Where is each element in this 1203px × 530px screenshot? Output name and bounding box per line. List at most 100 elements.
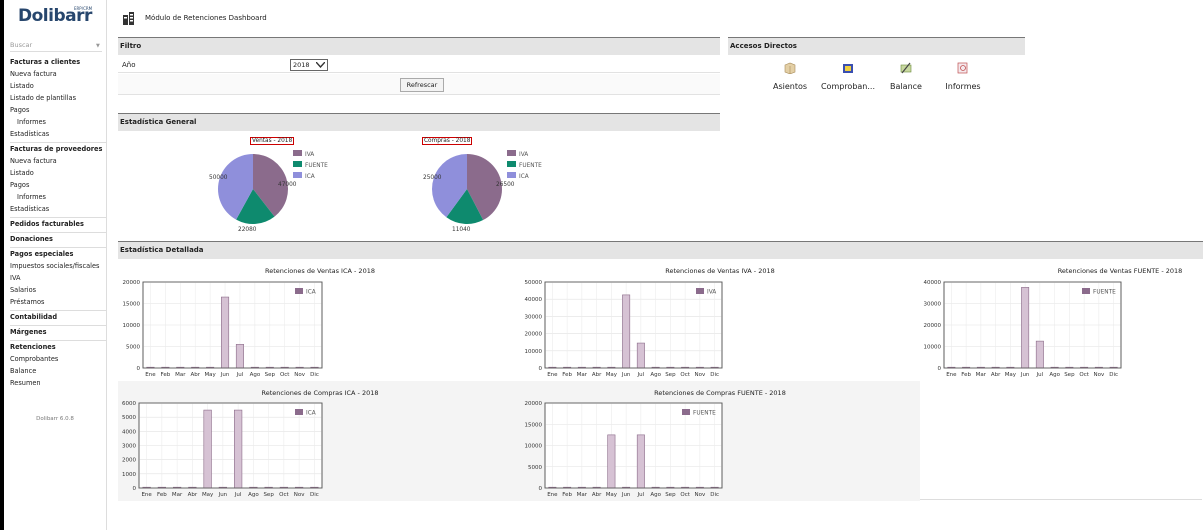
x-tick-label: Oct [1079, 372, 1089, 378]
legend-label: IVA [519, 152, 528, 158]
menu-section-22[interactable]: Retenciones [10, 340, 106, 353]
shortcut-asientos[interactable]: Asientos [760, 62, 820, 91]
pie-slice-fuente [446, 189, 484, 225]
menu-section-0[interactable]: Facturas a clientes [10, 58, 81, 66]
sidebar-menu: Facturas a clientes Nueva factura Listado L… [10, 56, 106, 389]
y-tick-label: 40000 [525, 297, 543, 303]
menu-item-24[interactable]: Balance [10, 367, 37, 375]
menu-item-9[interactable]: Listado [10, 169, 34, 177]
shortcut-comprobantes[interactable]: Comproban... [818, 62, 878, 91]
x-tick-label: Ene [547, 492, 558, 498]
plot-border [142, 281, 323, 369]
x-tick-label: Mar [172, 492, 183, 498]
x-tick-label: Ago [1049, 372, 1060, 378]
bar-chart-title: Retenciones de Ventas FUENTE - 2018 [1058, 267, 1183, 275]
bar-chart-title: Retenciones de Compras FUENTE - 2018 [654, 389, 786, 397]
year-value: 2018 [293, 61, 310, 69]
menu-item-16[interactable]: Impuestos sociales/fiscales [10, 262, 100, 270]
y-tick-label: 10000 [123, 323, 141, 329]
legend-swatch [507, 172, 516, 178]
menu-item-10[interactable]: Pagos [10, 181, 30, 189]
legend-swatch [507, 150, 516, 156]
x-tick-label: Dic [1109, 372, 1118, 378]
y-tick-label: 20000 [123, 280, 141, 286]
menu-section-13[interactable]: Pedidos facturables [10, 217, 106, 230]
legend-swatch [293, 172, 302, 178]
x-tick-label: Dic [710, 372, 719, 378]
folder-icon [843, 64, 853, 73]
bar-may [607, 434, 616, 489]
menu-section-21[interactable]: Márgenes [10, 325, 106, 338]
pie-value-label: 25000 [423, 175, 442, 181]
shortcuts-header: Accesos Directos [728, 37, 1025, 55]
x-tick-label: Jul [1036, 372, 1044, 378]
legend-swatch [682, 409, 690, 415]
bar-jun [1021, 287, 1030, 369]
menu-item-1[interactable]: Nueva factura [10, 70, 57, 78]
legend-label: FUENTE [305, 163, 328, 169]
search-input[interactable]: Buscar [10, 41, 33, 49]
x-tick-label: Ene [141, 492, 152, 498]
x-tick-label: Jun [1020, 372, 1030, 378]
y-tick-label: 0 [938, 366, 942, 372]
x-tick-label: May [606, 372, 618, 378]
menu-section-14[interactable]: Donaciones [10, 232, 106, 245]
legend-label: IVA [305, 152, 314, 158]
dolibarr-logo[interactable]: Dolibarr [18, 6, 92, 26]
x-tick-label: Nov [294, 492, 305, 498]
y-tick-label: 20000 [924, 323, 942, 329]
x-tick-label: Oct [280, 372, 290, 378]
menu-item-19[interactable]: Préstamos [10, 298, 45, 306]
version-label: Dolibarr 6.0.8 [36, 416, 74, 422]
pie-title-compras: Compras - 2018 [422, 137, 473, 145]
x-tick-label: Ene [946, 372, 957, 378]
y-tick-label: 30000 [924, 302, 942, 308]
x-tick-label: Feb [161, 372, 171, 378]
legend-swatch [507, 161, 516, 167]
x-tick-label: Mar [175, 372, 186, 378]
menu-item-6[interactable]: Estadísticas [10, 130, 50, 138]
menu-section-7[interactable]: Facturas de proveedores [10, 142, 106, 155]
general-stats-header: Estadística General [118, 113, 720, 131]
menu-item-12[interactable]: Estadísticas [10, 205, 50, 213]
y-tick-label: 10000 [924, 345, 942, 351]
x-tick-label: Nov [695, 492, 706, 498]
year-select[interactable]: 2018 [290, 59, 328, 71]
x-tick-label: May [202, 492, 214, 498]
y-tick-label: 20000 [525, 401, 543, 407]
menu-item-8[interactable]: Nueva factura [10, 157, 57, 165]
menu-item-4[interactable]: Pagos [10, 106, 30, 114]
x-tick-label: Oct [680, 492, 690, 498]
y-tick-label: 0 [137, 366, 141, 372]
x-tick-label: Sep [665, 372, 676, 378]
pie-slice-iva [253, 154, 288, 217]
x-tick-label: Jun [621, 492, 631, 498]
report-icon [957, 62, 968, 74]
menu-item-5[interactable]: Informes [17, 118, 46, 126]
shortcut-label: Informes [945, 82, 981, 91]
y-tick-label: 5000 [122, 415, 136, 421]
menu-section-20[interactable]: Contabilidad [10, 310, 106, 323]
menu-item-2[interactable]: Listado [10, 82, 34, 90]
menu-item-25[interactable]: Resumen [10, 379, 41, 387]
menu-item-17[interactable]: IVA [10, 274, 21, 282]
shortcut-informes[interactable]: Informes [933, 62, 993, 91]
menu-item-3[interactable]: Listado de plantillas [10, 94, 77, 102]
y-tick-label: 5000 [126, 345, 140, 351]
shortcut-balance[interactable]: Balance [876, 62, 936, 91]
menu-item-11[interactable]: Informes [17, 193, 46, 201]
y-tick-label: 5000 [528, 465, 542, 471]
menu-item-23[interactable]: Comprobantes [10, 355, 59, 363]
search-box[interactable]: Buscar ▼ [10, 40, 102, 52]
legend-swatch [295, 409, 303, 415]
menu-section-15[interactable]: Pagos especiales [10, 247, 106, 260]
y-tick-label: 10000 [525, 349, 543, 355]
refresh-button[interactable]: Refrescar [400, 78, 444, 92]
x-tick-label: Dic [310, 372, 319, 378]
pie-slice-ica [432, 154, 467, 218]
general-pie-charts: 47000 22080 50000 IVA FUENTE ICA 26500 11040 250… [209, 150, 542, 233]
legend-label: FUENTE [693, 411, 716, 417]
chevron-down-icon[interactable]: ▼ [96, 43, 100, 49]
menu-item-18[interactable]: Salarios [10, 286, 37, 294]
